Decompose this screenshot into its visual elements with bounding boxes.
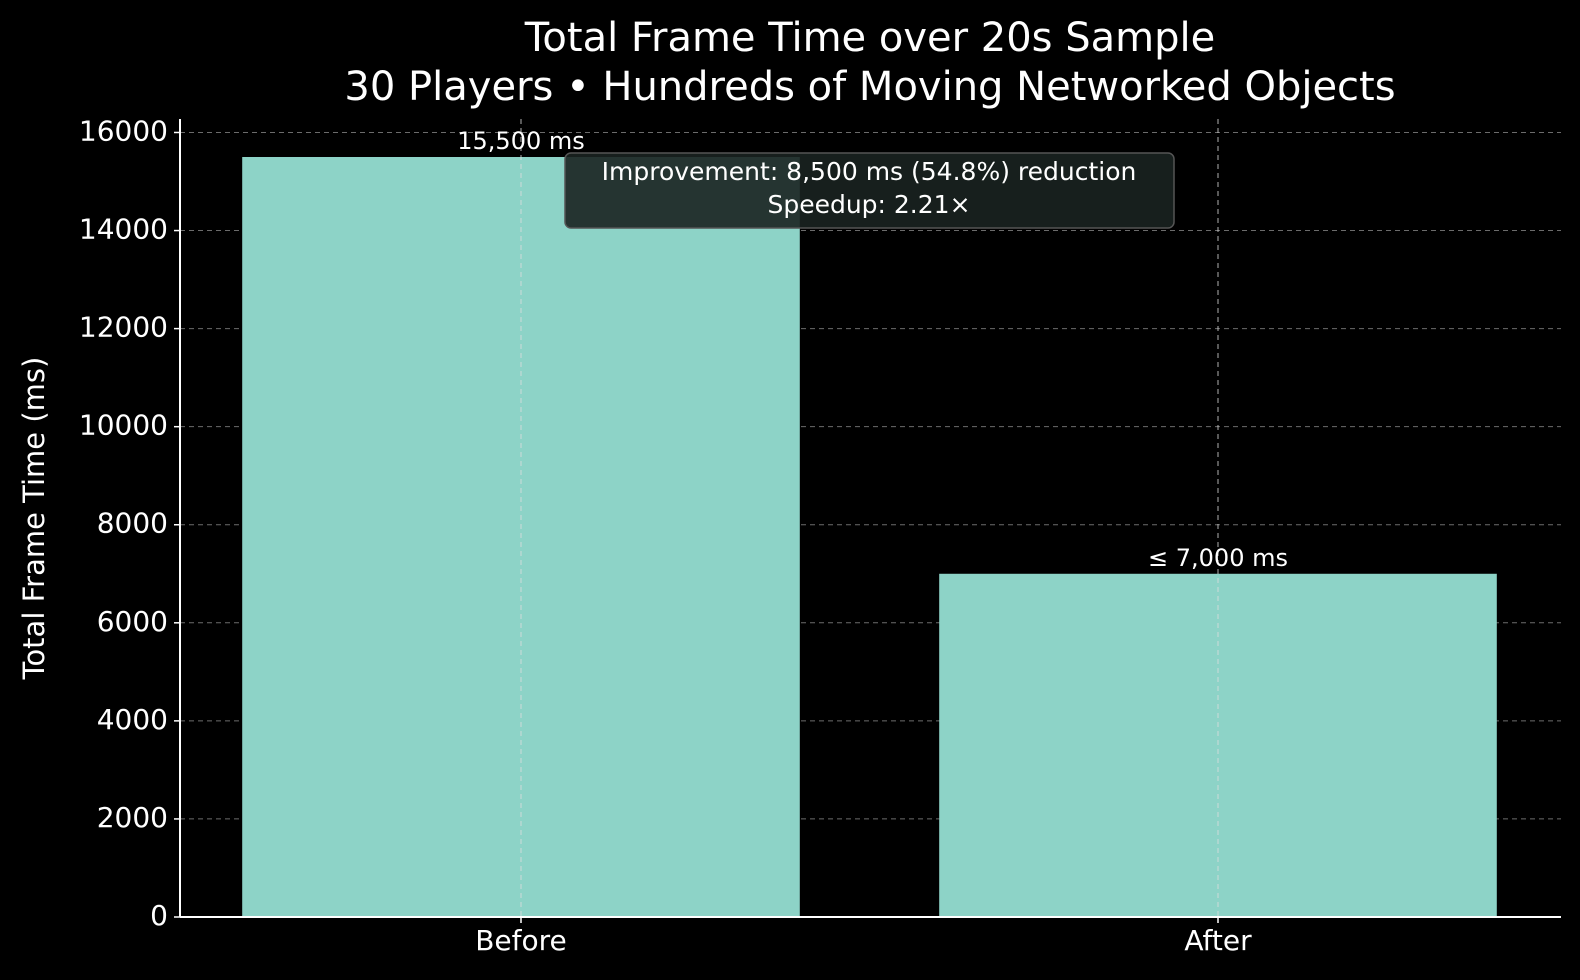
value-label: ≤ 7,000 ms — [1148, 544, 1288, 572]
y-tick-label: 12000 — [79, 311, 168, 344]
y-tick-label: 0 — [150, 899, 168, 932]
y-tick-label: 8000 — [97, 507, 168, 540]
annotation-text: Improvement: 8,500 ms (54.8%) reduction — [602, 157, 1137, 186]
y-tick-label: 10000 — [79, 409, 168, 442]
chart-title: Total Frame Time over 20s Sample — [524, 15, 1215, 61]
y-tick-label: 16000 — [79, 114, 168, 147]
x-tick-label: After — [1184, 924, 1252, 957]
y-tick-label: 2000 — [97, 801, 168, 834]
annotation-text: Speedup: 2.21× — [767, 190, 970, 219]
y-tick-label: 14000 — [79, 213, 168, 246]
y-tick-label: 4000 — [97, 703, 168, 736]
y-axis-label: Total Frame Time (ms) — [17, 357, 51, 681]
chart-subtitle: 30 Players • Hundreds of Moving Networke… — [344, 64, 1395, 110]
annotation-box — [564, 152, 1175, 229]
y-tick-label: 6000 — [97, 605, 168, 638]
x-tick-label: Before — [475, 924, 567, 957]
value-label: 15,500 ms — [457, 127, 585, 155]
